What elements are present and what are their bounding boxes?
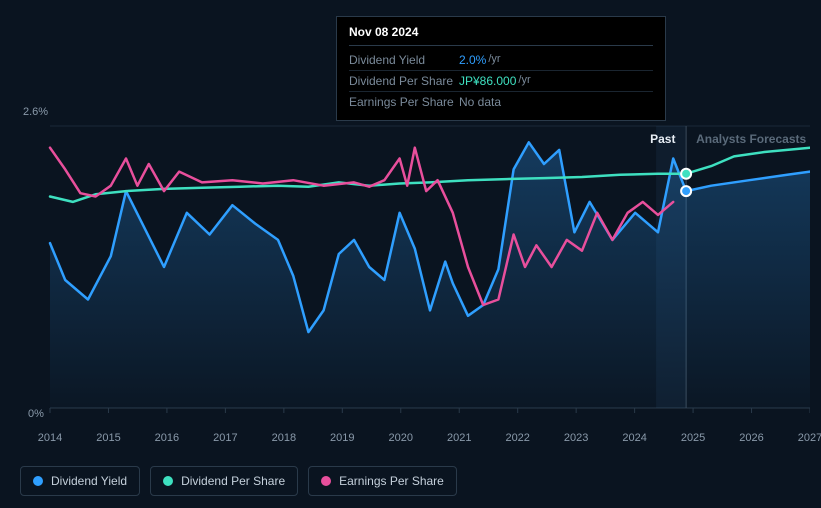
x-axis-tick-label: 2026 <box>739 432 763 444</box>
legend-label: Dividend Per Share <box>181 474 285 488</box>
x-axis-tick-label: 2024 <box>622 432 646 444</box>
legend-item-eps[interactable]: Earnings Per Share <box>308 466 457 496</box>
x-axis: 2014 2015 2016 2017 2018 2019 2020 2021 2022 2023… <box>20 432 810 448</box>
x-axis-tick-label: 2023 <box>564 432 588 444</box>
tooltip-row: Earnings Per ShareNo data <box>349 92 653 112</box>
tooltip-row-value: 2.0% <box>459 53 486 67</box>
legend-label: Earnings Per Share <box>339 474 444 488</box>
legend-item-dy[interactable]: Dividend Yield <box>20 466 140 496</box>
forecast-region-label: Analysts Forecasts <box>696 132 806 146</box>
legend-swatch <box>321 476 331 486</box>
x-axis-tick-label: 2015 <box>96 432 120 444</box>
y-axis-max-label: 2.6% <box>23 106 48 118</box>
series-marker <box>681 186 691 196</box>
chart-tooltip: Nov 08 2024 Dividend Yield2.0%/yrDividen… <box>336 16 666 121</box>
tooltip-row-label: Dividend Per Share <box>349 74 459 88</box>
past-region-label: Past <box>650 132 675 146</box>
tooltip-row-value: No data <box>459 95 501 109</box>
tooltip-row-suffix: /yr <box>518 74 530 88</box>
tooltip-row-label: Earnings Per Share <box>349 95 459 109</box>
legend-swatch <box>163 476 173 486</box>
tooltip-row-value: JP¥86.000 <box>459 74 516 88</box>
tooltip-row: Dividend Per ShareJP¥86.000/yr <box>349 71 653 92</box>
tooltip-row: Dividend Yield2.0%/yr <box>349 50 653 71</box>
legend-label: Dividend Yield <box>51 474 127 488</box>
x-axis-tick-label: 2019 <box>330 432 354 444</box>
legend-item-dps[interactable]: Dividend Per Share <box>150 466 298 496</box>
dividend-chart[interactable]: 2.6% 0% Past Analysts Forecasts <box>20 108 810 428</box>
legend-swatch <box>33 476 43 486</box>
y-axis-min-label: 0% <box>28 408 44 420</box>
x-axis-tick-label: 2022 <box>505 432 529 444</box>
x-axis-tick-label: 2014 <box>38 432 62 444</box>
series-marker <box>681 169 691 179</box>
x-axis-tick-label: 2018 <box>272 432 296 444</box>
tooltip-date: Nov 08 2024 <box>349 25 653 46</box>
x-axis-tick-label: 2017 <box>213 432 237 444</box>
tooltip-row-label: Dividend Yield <box>349 53 459 67</box>
x-axis-tick-label: 2025 <box>681 432 705 444</box>
x-axis-tick-label: 2027 <box>798 432 821 444</box>
x-axis-tick-label: 2020 <box>389 432 413 444</box>
tooltip-row-suffix: /yr <box>488 53 500 67</box>
x-axis-tick-label: 2016 <box>155 432 179 444</box>
x-axis-tick-label: 2021 <box>447 432 471 444</box>
chart-legend: Dividend Yield Dividend Per Share Earnings… <box>20 466 457 496</box>
